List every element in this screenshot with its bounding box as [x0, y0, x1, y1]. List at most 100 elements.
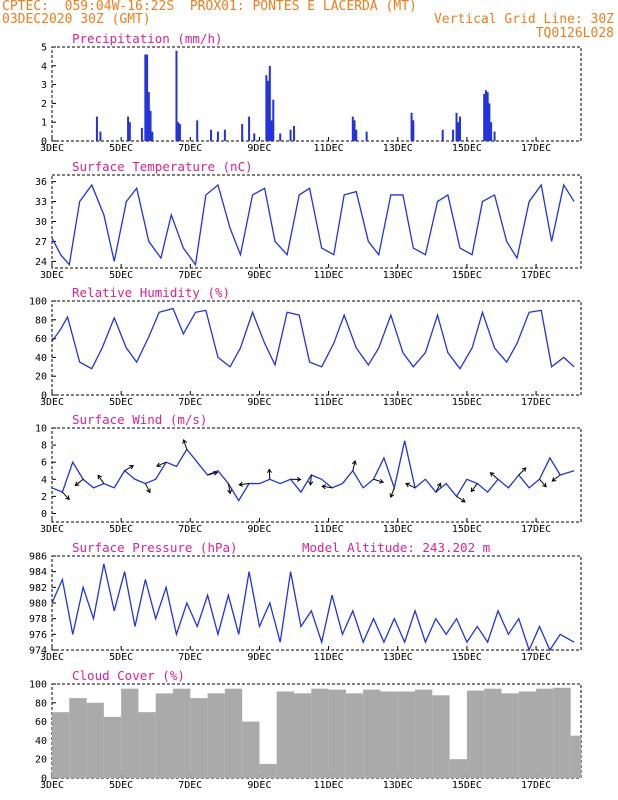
wind-xtick-label: 17DEC	[521, 524, 551, 535]
precip-ytick-label: 5	[41, 43, 47, 54]
wind-arrowhead	[213, 470, 219, 476]
pres-xtick-label: 3DEC	[40, 652, 64, 663]
wind-arrowhead	[97, 474, 102, 480]
rh-title: Relative Humidity (%)	[72, 285, 230, 300]
cloud-bar	[86, 702, 104, 778]
cloud-xtick-label: 7DEC	[178, 780, 202, 791]
precip-xtick-label: 7DEC	[178, 143, 202, 154]
precip-bar	[270, 120, 273, 141]
precip-bar	[355, 129, 358, 141]
cloud-xtick-label: 3DEC	[40, 780, 64, 791]
precip-ytick-label: 2	[41, 99, 47, 110]
precip-bar	[458, 116, 461, 141]
precip-xtick-label: 5DEC	[109, 143, 133, 154]
wind-arrow	[405, 483, 416, 489]
temp-ytick-label: 27	[35, 237, 47, 248]
precip-bar	[128, 122, 131, 141]
wind-arrow	[435, 483, 442, 493]
precip-bar	[196, 120, 199, 141]
cloud-bar	[553, 687, 571, 778]
wind-arrowhead	[156, 462, 161, 468]
precip-title: Precipitation (mm/h)	[72, 31, 223, 46]
precip-frame	[51, 46, 582, 142]
wind-arrow	[373, 478, 384, 483]
temp-xtick-label: 9DEC	[247, 270, 271, 281]
pres-ytick-label: 986	[29, 552, 47, 563]
pres-frame	[51, 555, 582, 651]
wind-xtick-label: 3DEC	[40, 524, 64, 535]
wind-arrow	[156, 461, 167, 467]
wind-arrowhead	[146, 488, 151, 494]
wind-xtick-label: 5DEC	[109, 524, 133, 535]
precip-bar	[483, 94, 486, 141]
wind-arrow	[309, 474, 312, 486]
precip-bar	[146, 54, 149, 141]
cloud-bar	[380, 691, 398, 778]
wind-arrowhead	[521, 467, 527, 472]
cloud-ytick-label: 0	[41, 774, 47, 785]
cloud-bar	[103, 716, 122, 778]
wind-arrow	[390, 487, 395, 498]
cloud-bar	[518, 691, 537, 778]
header-line1: CPTEC: 059:04W-16:22S PROX01: PONTES E L…	[2, 0, 417, 14]
precip-bar	[149, 110, 152, 141]
cloud-xtick-label: 13DEC	[383, 780, 413, 791]
wind-xtick-label: 9DEC	[247, 524, 271, 535]
cloud-bar	[276, 691, 295, 778]
wind-arrowhead	[351, 460, 357, 465]
rh-xtick-label: 13DEC	[383, 397, 413, 408]
pres-xtick-label: 17DEC	[521, 652, 551, 663]
temp-xtick-label: 15DEC	[452, 270, 482, 281]
cloud-bar	[466, 690, 485, 778]
precip-bar	[351, 116, 354, 141]
cloud-xtick-label: 9DEC	[247, 780, 271, 791]
precip-bar	[365, 131, 368, 141]
precip-bar	[353, 120, 356, 141]
wind-arrow	[183, 439, 188, 450]
cloud-ytick-label: 40	[35, 736, 47, 747]
wind-arrowhead	[129, 465, 135, 470]
pres-ytick-label: 984	[29, 567, 47, 578]
cloud-bar	[311, 688, 329, 778]
temp-panel	[51, 174, 582, 269]
precip-bar	[223, 129, 226, 141]
cloud-bar	[242, 721, 260, 778]
wind-arrowhead	[65, 495, 70, 501]
precip-bar	[490, 122, 493, 141]
temp-ytick-label: 33	[35, 197, 47, 208]
wind-ytick-label: 10	[35, 424, 47, 435]
wind-arrowhead	[436, 482, 442, 488]
precip-bar	[293, 125, 296, 141]
temp-xtick-label: 5DEC	[109, 270, 133, 281]
cloud-bar	[449, 759, 467, 778]
pres-xtick-label: 11DEC	[314, 652, 344, 663]
cloud-bar	[328, 689, 346, 778]
cloud-bar	[259, 763, 277, 778]
wind-arrowhead	[379, 478, 385, 484]
cloud-bar	[294, 693, 312, 778]
header-run-id: TQ0126L028	[535, 26, 614, 41]
wind-ytick-label: 8	[41, 441, 47, 452]
pres-ytick-label: 978	[29, 614, 47, 625]
wind-arrow	[518, 467, 527, 476]
wind-arrow	[207, 471, 218, 476]
cloud-bar	[52, 712, 70, 778]
wind-title: Surface Wind (m/s)	[72, 412, 207, 427]
pres-ytick-label: 982	[29, 583, 47, 594]
precip-bar	[452, 129, 455, 141]
precip-bar	[268, 65, 271, 141]
wind-xtick-label: 13DEC	[383, 524, 413, 535]
precip-bar	[216, 131, 219, 141]
precip-bar	[95, 116, 98, 141]
rh-ytick-label: 0	[41, 391, 47, 402]
rh-ytick-label: 100	[29, 297, 47, 308]
pres-series-line	[51, 563, 575, 652]
precip-bar	[127, 116, 130, 141]
rh-xtick-label: 7DEC	[178, 397, 202, 408]
wind-arrowhead	[227, 489, 233, 495]
wind-arrow	[470, 483, 478, 492]
cloud-bar	[345, 693, 364, 778]
precip-xtick-label: 11DEC	[314, 143, 344, 154]
wind-arrowhead	[266, 468, 272, 474]
wind-arrowhead	[321, 484, 327, 490]
